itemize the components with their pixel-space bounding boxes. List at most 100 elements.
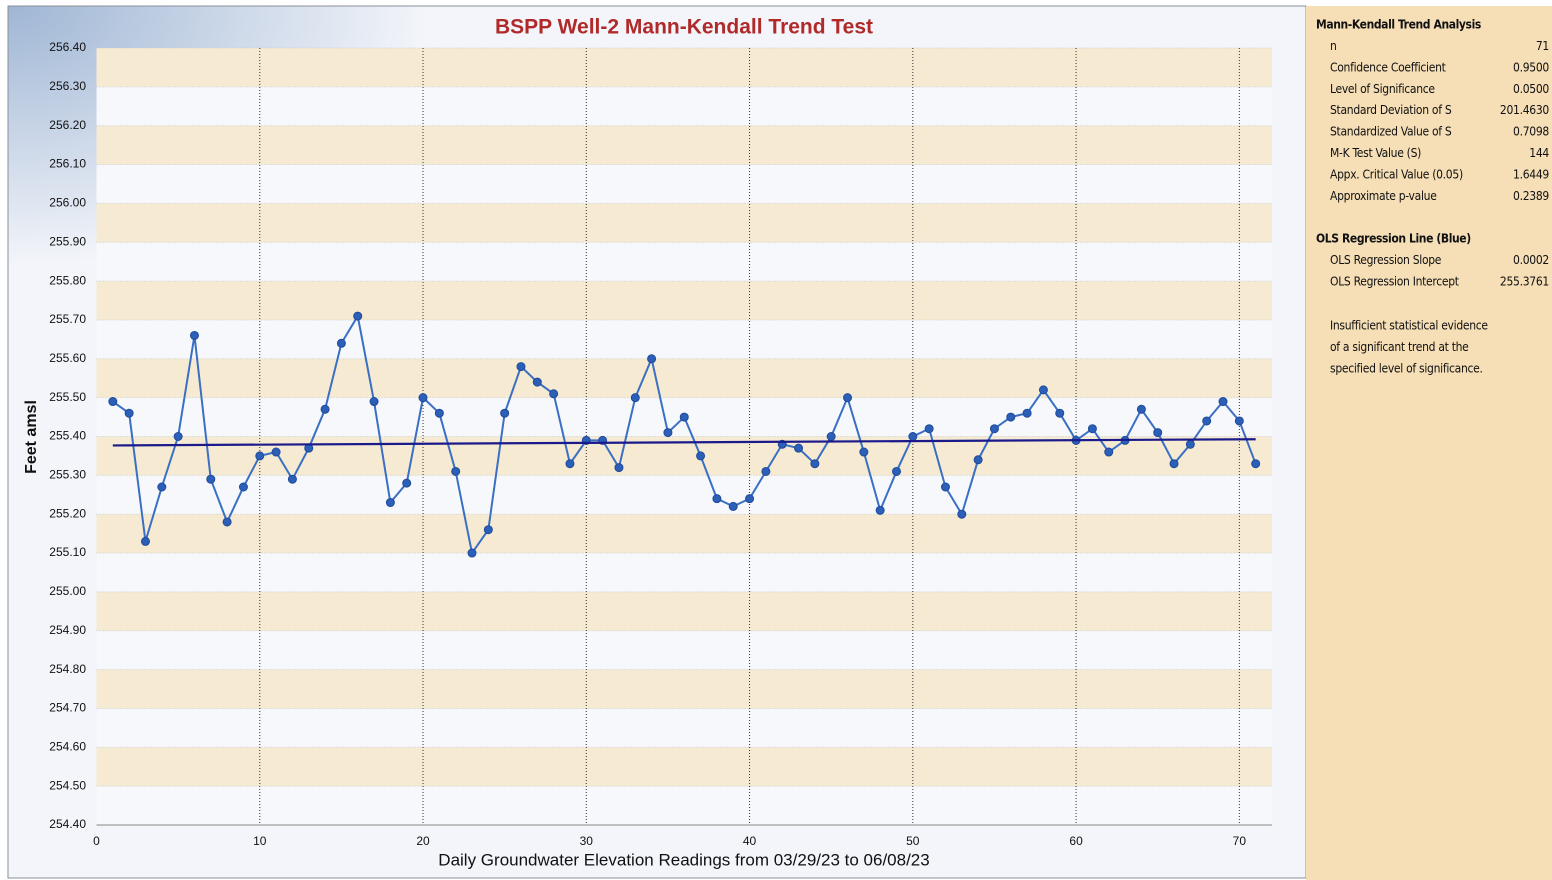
data-point — [908, 432, 918, 441]
data-point — [418, 393, 428, 403]
data-point — [1022, 408, 1032, 418]
grid-band — [96, 203, 1272, 243]
data-point — [761, 466, 771, 476]
data-point — [679, 412, 689, 422]
data-point — [516, 362, 526, 372]
data-point — [451, 466, 461, 476]
grid-band — [96, 125, 1272, 165]
x-axis-label: Daily Groundwater Elevation Readings fro… — [438, 850, 929, 869]
y-tick-label: 254.70 — [49, 701, 86, 715]
data-point — [794, 443, 804, 453]
y-tick-label: 254.90 — [49, 623, 86, 637]
data-point — [157, 482, 167, 492]
data-point — [402, 478, 412, 488]
data-point — [745, 494, 755, 504]
data-point — [353, 311, 363, 321]
x-tick-label: 20 — [416, 834, 430, 848]
note-line: of a significant trend at the — [1330, 340, 1469, 354]
stats-panel — [1306, 6, 1552, 880]
stat-label: Appx. Critical Value (0.05) — [1330, 167, 1463, 181]
data-point — [1153, 428, 1163, 438]
stat-label: Level of Significance — [1330, 82, 1435, 96]
x-tick-label: 30 — [580, 834, 594, 848]
y-tick-label: 255.50 — [49, 390, 86, 404]
data-point — [1136, 404, 1146, 414]
data-point — [483, 525, 493, 535]
data-point — [957, 509, 967, 519]
data-point — [320, 404, 330, 414]
data-point — [385, 498, 395, 508]
grid-band — [96, 281, 1272, 320]
y-tick-label: 256.40 — [49, 40, 86, 54]
data-point — [940, 482, 950, 492]
x-tick-label: 10 — [253, 834, 267, 848]
x-tick-label: 40 — [743, 834, 757, 848]
panel-heading: OLS Regression Line (Blue) — [1316, 232, 1471, 246]
y-tick-label: 256.30 — [49, 79, 86, 93]
y-tick-label: 254.40 — [49, 817, 86, 831]
data-point — [728, 501, 738, 511]
grid-band — [96, 48, 1272, 87]
data-point — [859, 447, 869, 457]
data-point — [973, 455, 983, 465]
data-point — [1055, 408, 1065, 418]
stat-label: M-K Test Value (S) — [1330, 146, 1421, 160]
data-point — [140, 536, 150, 546]
data-point — [891, 466, 901, 476]
data-point — [614, 463, 624, 473]
data-point — [1169, 459, 1179, 469]
data-point — [630, 393, 640, 403]
x-tick-label: 70 — [1233, 834, 1247, 848]
stat-value: 255.3761 — [1500, 275, 1549, 289]
grid-band — [96, 669, 1272, 709]
data-point — [222, 517, 232, 527]
data-point — [1234, 416, 1244, 426]
y-tick-label: 254.50 — [49, 778, 86, 792]
data-point — [712, 494, 722, 504]
stat-value: 71 — [1536, 39, 1549, 53]
grid-band — [96, 514, 1272, 554]
data-point — [696, 451, 706, 461]
y-tick-label: 256.00 — [49, 196, 86, 210]
data-point — [271, 447, 281, 457]
chart-title: BSPP Well-2 Mann-Kendall Trend Test — [495, 16, 873, 39]
data-point — [875, 505, 885, 515]
panel-heading: Mann-Kendall Trend Analysis — [1316, 18, 1481, 32]
data-point — [1038, 385, 1048, 395]
data-point — [663, 428, 673, 438]
note-line: Insufficient statistical evidence — [1330, 319, 1488, 333]
data-point — [810, 459, 820, 469]
note-line: specified level of significance. — [1330, 362, 1483, 376]
x-tick-label: 60 — [1069, 834, 1083, 848]
stat-label: Standardized Value of S — [1330, 125, 1452, 139]
y-tick-label: 255.40 — [49, 429, 86, 443]
data-point — [206, 474, 216, 484]
data-point — [1087, 424, 1097, 434]
data-point — [1218, 397, 1228, 407]
grid-band — [96, 747, 1272, 787]
y-tick-label: 255.10 — [49, 545, 86, 559]
stat-label: Standard Deviation of S — [1330, 103, 1452, 117]
y-tick-label: 255.20 — [49, 506, 86, 520]
data-point — [647, 354, 657, 364]
data-point — [1202, 416, 1212, 426]
y-tick-label: 255.60 — [49, 351, 86, 365]
y-tick-label: 255.00 — [49, 584, 86, 598]
y-axis-label: Feet amsl — [23, 400, 40, 474]
stat-value: 1.6449 — [1513, 167, 1549, 181]
data-point — [108, 397, 118, 407]
stat-value: 0.9500 — [1513, 60, 1549, 74]
data-point — [843, 393, 853, 403]
data-point — [549, 389, 559, 399]
stat-value: 0.0002 — [1513, 253, 1549, 267]
grid-band — [96, 591, 1272, 631]
data-point — [255, 451, 265, 461]
data-point — [287, 474, 297, 484]
stat-label: OLS Regression Intercept — [1330, 275, 1459, 289]
y-tick-label: 256.20 — [49, 118, 86, 132]
data-point — [336, 338, 346, 348]
stat-value: 0.7098 — [1513, 125, 1549, 139]
data-point — [434, 408, 444, 418]
stat-label: OLS Regression Slope — [1330, 253, 1442, 267]
